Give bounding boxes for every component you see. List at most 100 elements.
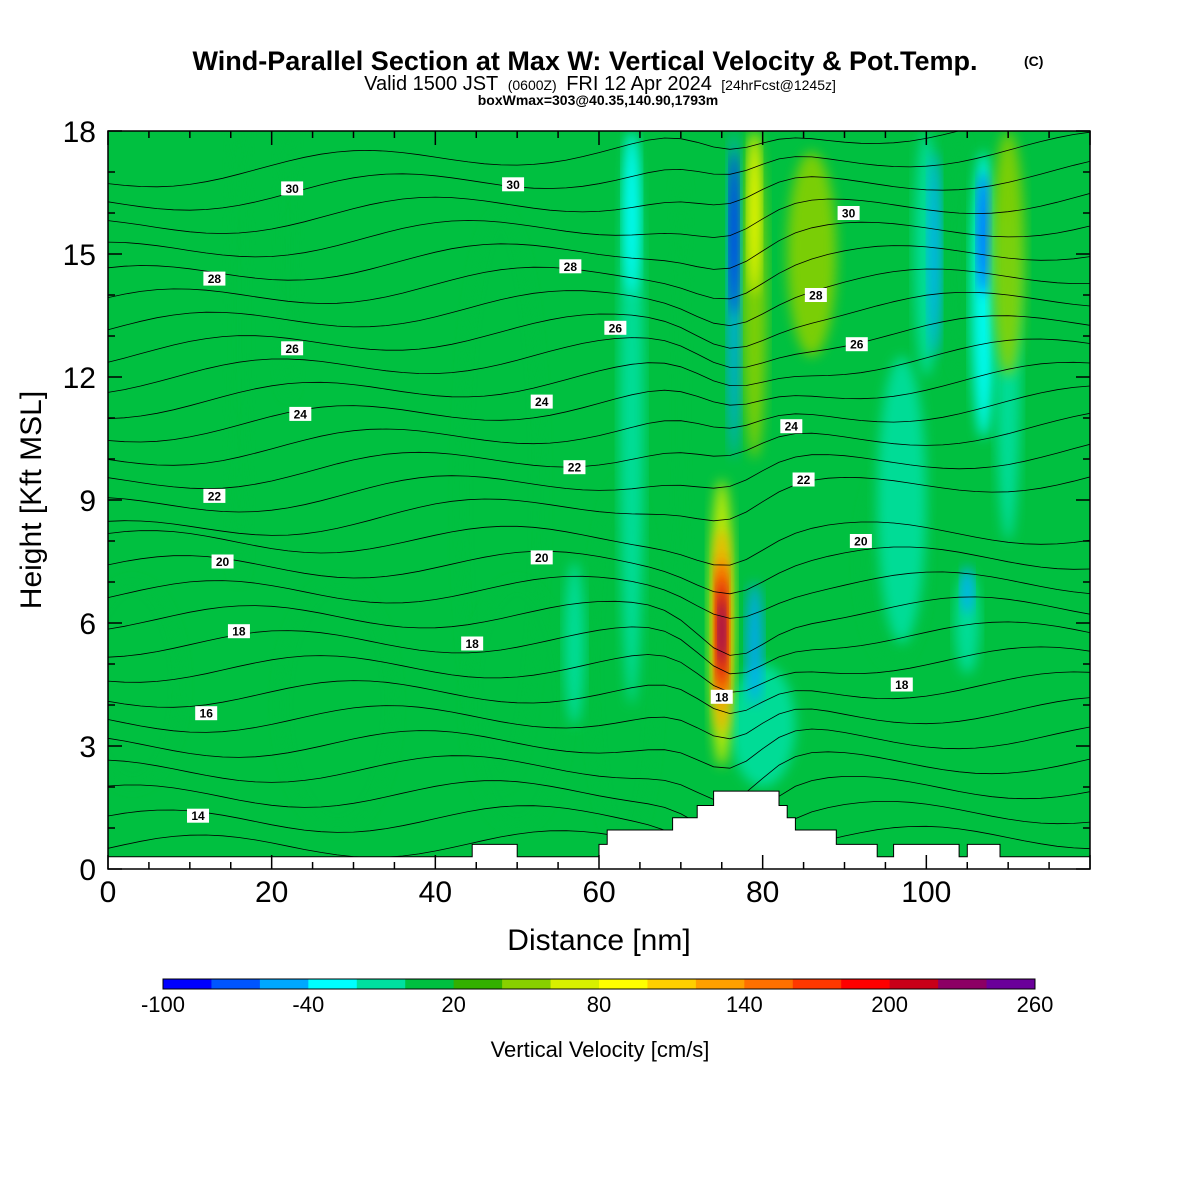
theta-label: 20: [530, 550, 553, 565]
theta-label-text: 30: [285, 182, 299, 196]
theta-contour-line: [108, 726, 1090, 769]
subtitle-date: FRI 12 Apr 2024: [566, 73, 712, 95]
theta-contour-line: [108, 245, 1090, 304]
theta-label-text: 30: [506, 178, 520, 192]
velocity-cell: [623, 131, 640, 295]
theta-label: 22: [203, 488, 226, 503]
theta-label-text: 20: [854, 535, 868, 549]
colorbar-title: Vertical Velocity [cm/s]: [491, 1037, 710, 1062]
velocity-cell: [718, 598, 726, 664]
colorbar-swatch: [792, 979, 842, 989]
velocity-cell: [946, 131, 972, 377]
y-tick-label: 3: [79, 731, 96, 764]
theta-contour-line: [108, 801, 1090, 864]
theta-label: 22: [563, 460, 586, 475]
theta-label-text: 20: [535, 551, 549, 565]
colorbar-swatch: [695, 979, 745, 989]
theta-label-text: 28: [208, 272, 222, 286]
x-tick-label: 80: [746, 876, 779, 909]
colorbar-tick-label: 260: [1017, 992, 1054, 1017]
velocity-cell: [748, 131, 761, 295]
velocity-cell: [877, 356, 927, 644]
colorbar-swatch: [550, 979, 600, 989]
theta-label-text: 22: [797, 473, 811, 487]
theta-label: 24: [530, 394, 553, 409]
theta-label-text: 20: [216, 555, 230, 569]
colorbar-swatch: [647, 979, 697, 989]
theta-contour-line: [108, 385, 1090, 466]
x-tick-label: 0: [100, 876, 117, 909]
theta-contour-line: [108, 571, 1090, 619]
theta-contour-line: [108, 596, 1090, 656]
colorbar-swatch: [502, 979, 552, 989]
theta-contour-line: [108, 621, 1090, 675]
x-tick-label: 60: [582, 876, 615, 909]
theta-contours: [108, 131, 1090, 869]
theta-label: 24: [289, 406, 312, 421]
velocity-cell: [279, 582, 395, 828]
theta-label-text: 22: [208, 489, 222, 503]
theta-label-text: 18: [715, 690, 729, 704]
colorbar-swatch: [889, 979, 939, 989]
theta-label: 26: [281, 341, 304, 356]
theta-label-text: 28: [809, 289, 823, 303]
subtitle-forecast: [24hrFcst@1245z]: [721, 77, 836, 93]
theta-contour-line: [108, 291, 1090, 363]
theta-label: 24: [780, 419, 803, 434]
colorbar-tick-label: -100: [141, 992, 185, 1017]
chart-subtitle-2: boxWmax=303@40.35,140.90,1793m: [478, 92, 719, 108]
theta-contour-line: [108, 268, 1090, 331]
x-tick-label: 100: [901, 876, 951, 909]
theta-label: 30: [502, 177, 525, 192]
theta-label: 28: [203, 271, 226, 286]
velocity-cell: [746, 582, 763, 705]
chart-title: Wind-Parallel Section at Max W: Vertical…: [193, 46, 978, 76]
colorbar-swatch: [356, 979, 406, 989]
theta-label-text: 18: [895, 678, 909, 692]
theta-contour-line: [108, 751, 1090, 801]
velocity-cell: [564, 561, 585, 726]
theta-label-text: 18: [465, 637, 479, 651]
y-axis-label: Height [Kft MSL]: [15, 391, 48, 609]
theta-label-text: 14: [191, 809, 205, 823]
colorbar-swatch: [599, 979, 648, 989]
theta-label-text: 30: [842, 207, 856, 221]
axis-ticks: 0 20 40 60 80 100 0 3 6 9 12 15 18: [63, 116, 1091, 909]
colorbar-swatch: [841, 979, 891, 989]
theta-label-text: 26: [850, 338, 864, 352]
colorbar-swatch: [744, 979, 794, 989]
colorbar-swatch: [986, 979, 1036, 989]
colorbar-swatch: [211, 979, 261, 989]
theta-contour-line: [108, 221, 1090, 281]
colorbar-swatch: [938, 979, 988, 989]
theta-contour-line: [108, 825, 1090, 869]
theta-contour-line: [108, 776, 1090, 834]
velocity-cell: [108, 582, 182, 787]
theta-label: 16: [195, 706, 218, 721]
y-tick-label: 0: [79, 854, 96, 887]
theta-label: 18: [461, 636, 484, 651]
velocity-cell: [468, 582, 567, 828]
colorbar-swatch: [259, 979, 309, 989]
theta-label: 14: [187, 808, 210, 823]
theta-label-text: 28: [564, 260, 578, 274]
velocity-cell: [275, 131, 301, 398]
theta-label: 18: [710, 689, 733, 704]
y-tick-label: 15: [63, 239, 96, 272]
y-tick-label: 9: [79, 485, 96, 518]
title-mark: (C): [1024, 53, 1043, 69]
colorbar-tick-label: 200: [871, 992, 908, 1017]
theta-label: 28: [804, 288, 827, 303]
velocity-cell: [971, 151, 996, 439]
theta-label-text: 18: [232, 625, 246, 639]
colorbar: -100 -40 20 80 140 200 260: [141, 978, 1054, 1017]
theta-label-text: 24: [294, 407, 308, 421]
theta-label: 26: [604, 320, 627, 335]
velocity-cell: [670, 172, 692, 664]
theta-contour-line: [108, 193, 1090, 258]
colorbar-frame: [162, 978, 1036, 990]
colorbar-swatch: [453, 979, 503, 989]
x-axis-label: Distance [nm]: [507, 924, 690, 957]
theta-label-text: 22: [568, 461, 582, 475]
